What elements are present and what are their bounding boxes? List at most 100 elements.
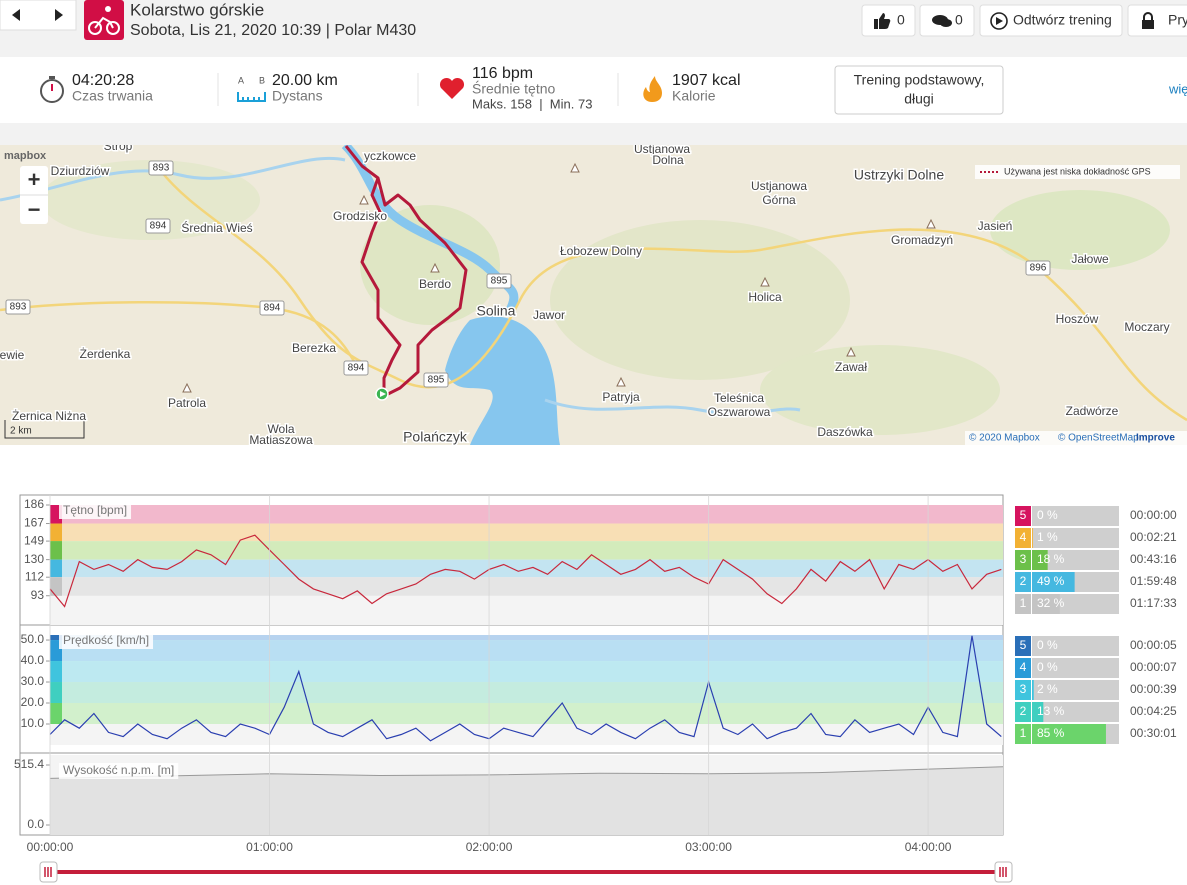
zone-bar xyxy=(1032,594,1060,614)
zone-time: 00:30:01 xyxy=(1130,726,1177,740)
map-label: Średnia Wieś xyxy=(181,220,252,235)
map-peak xyxy=(570,162,580,173)
zone-number: 3 xyxy=(1020,552,1027,566)
road-number: 893 xyxy=(10,302,27,313)
map-label: Zadwórze xyxy=(1066,404,1119,418)
map-label: Hoszów xyxy=(1056,312,1099,326)
y-tick-label: 130 xyxy=(24,552,44,566)
lock-icon xyxy=(1143,12,1153,20)
y-tick-label: 0.0 xyxy=(27,817,44,831)
data-line xyxy=(49,766,1004,779)
like-icon xyxy=(874,13,891,29)
attribution[interactable]: © OpenStreetMap xyxy=(1058,433,1139,444)
zone-number: 2 xyxy=(1020,574,1027,588)
benefit-button[interactable] xyxy=(834,65,1004,115)
zone-band xyxy=(50,661,1003,683)
y-tick-label: 93 xyxy=(31,588,45,602)
zone-number: 1 xyxy=(1020,596,1027,610)
attribution-box xyxy=(965,431,1187,445)
zone-bar-bg xyxy=(1032,702,1119,722)
map-forest xyxy=(360,205,500,325)
replay-label: Odtwórz trening xyxy=(1013,12,1112,28)
map-peak xyxy=(430,262,440,273)
calories-label: Kalorie xyxy=(672,88,716,104)
map-peak xyxy=(359,194,369,205)
map-label: Patryja xyxy=(602,390,640,404)
zone-number-box xyxy=(1015,528,1031,548)
map-peak xyxy=(926,218,936,229)
map-scale xyxy=(4,420,85,439)
map[interactable]: Strop Dziurdziów Średnia Wieś yczkowce Grodz… xyxy=(0,139,1187,447)
y-tick-label: 167 xyxy=(24,516,44,530)
distance-label: Dystans xyxy=(272,88,323,104)
attribution[interactable]: Improve xyxy=(1136,433,1175,444)
zone-percent: 0 % xyxy=(1037,660,1058,674)
zone-number-box xyxy=(1015,680,1031,700)
y-tick-label: 112 xyxy=(25,569,44,583)
map-label: Moczary xyxy=(1124,320,1169,334)
summary-strip xyxy=(0,57,1187,123)
duration-label: Czas trwania xyxy=(72,88,153,104)
heart-icon xyxy=(439,77,465,99)
next-button[interactable] xyxy=(55,9,63,21)
panel-title-box xyxy=(59,503,132,519)
attribution[interactable]: © 2020 Mapbox xyxy=(969,433,1040,444)
zone-number-box xyxy=(1015,572,1031,592)
map-label: Dziurdziów xyxy=(51,164,110,178)
replay-button[interactable] xyxy=(979,4,1123,37)
zone-band xyxy=(50,635,1003,641)
y-tick-label: 40.0 xyxy=(21,653,45,667)
zone-strip xyxy=(50,661,62,683)
gps-note: Używana jest niska dokładność GPS xyxy=(1004,166,1151,176)
x-tick-label: 02:00:00 xyxy=(466,840,513,854)
map-label: Ustrzyki Dolne xyxy=(854,167,944,183)
zone-time: 00:00:07 xyxy=(1130,660,1177,674)
replay-icon xyxy=(996,17,1003,25)
zoom-in[interactable]: + xyxy=(28,167,41,192)
map-forest xyxy=(760,345,1000,435)
zone-number: 4 xyxy=(1020,530,1027,544)
map-river xyxy=(0,156,346,202)
map-label: Górna xyxy=(762,193,796,207)
zone-band xyxy=(50,640,1003,662)
calories-value: 1907 kcal xyxy=(672,72,741,89)
road-number: 896 xyxy=(1030,263,1047,274)
zone-number-box xyxy=(1015,658,1031,678)
y-tick-label: 20.0 xyxy=(21,695,45,709)
map-label: ewie xyxy=(0,348,25,362)
map-logo: mapbox xyxy=(4,150,47,162)
map-label: Ustjanowa xyxy=(751,179,807,193)
distance-value: 20.00 km xyxy=(272,72,338,89)
zone-strip xyxy=(50,682,62,704)
zone-percent: 13 % xyxy=(1037,704,1065,718)
x-tick-label: 01:00:00 xyxy=(246,840,293,854)
panel-title: Prędkość [km/h] xyxy=(63,633,149,647)
comment-count: 0 xyxy=(955,12,963,28)
zone-band xyxy=(50,559,1003,578)
like-count: 0 xyxy=(897,12,905,28)
subtitle: Sobota, Lis 21, 2020 10:39 | Polar M430 xyxy=(130,22,416,39)
zone-number-box xyxy=(1015,724,1031,744)
prev-button[interactable] xyxy=(12,9,20,21)
y-tick-label: 149 xyxy=(24,533,44,547)
duration-icon xyxy=(40,79,64,103)
zone-bar-bg xyxy=(1032,506,1119,526)
distance-icon xyxy=(237,92,266,102)
road-shield xyxy=(259,300,285,316)
zone-number: 3 xyxy=(1020,682,1027,696)
zone-bar-bg xyxy=(1032,680,1119,700)
zone-band xyxy=(50,682,1003,704)
map-route xyxy=(344,145,468,398)
zoom-out[interactable]: − xyxy=(28,197,41,222)
map-label: Strop xyxy=(104,139,133,153)
map-label: Oszwarowa xyxy=(708,405,771,419)
zone-percent: 1 % xyxy=(1037,530,1058,544)
duration-value: 04:20:28 xyxy=(72,72,134,89)
map-forest xyxy=(550,220,850,380)
more-link[interactable]: wię xyxy=(1168,81,1187,96)
zone-number-box xyxy=(1015,636,1031,656)
data-area xyxy=(50,766,1003,835)
road-number: 894 xyxy=(348,363,365,374)
panel-title: Tętno [bpm] xyxy=(63,503,127,517)
